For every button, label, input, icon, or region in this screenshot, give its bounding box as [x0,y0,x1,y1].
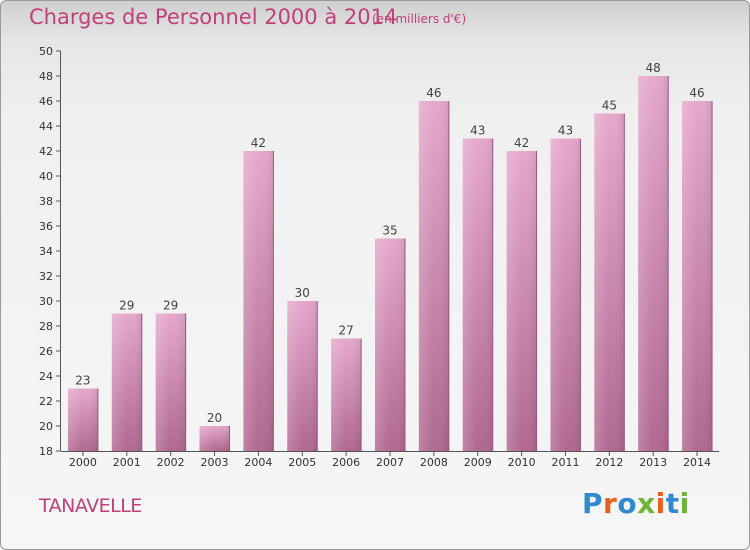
y-tick-label: 30 [39,295,53,308]
y-tick-label: 44 [39,120,53,133]
y-tick-label: 48 [39,70,53,83]
bar-shade [682,101,713,451]
bar-shade [506,151,537,451]
logo-letter: i [679,487,690,520]
data-label: 46 [689,86,704,100]
data-label: 35 [382,224,397,238]
y-tick-label: 38 [39,195,53,208]
data-label: 20 [207,411,222,425]
x-tick-label: 2002 [157,456,185,469]
y-tick-label: 34 [39,245,53,258]
bar-shade [155,313,186,451]
x-tick-label: 2001 [113,456,141,469]
x-tick-label: 2008 [420,456,448,469]
y-tick-label: 28 [39,320,53,333]
bar-shade [638,76,669,451]
y-tick-label: 18 [39,445,53,458]
bar-shade [67,388,98,451]
y-tick-label: 32 [39,270,53,283]
data-label: 42 [514,136,529,150]
data-label: 43 [470,124,485,138]
data-label: 46 [426,86,441,100]
logo-letter: x [637,487,656,520]
y-tick-label: 20 [39,420,53,433]
bars-group: 23 29 29 20 42 30 27 35 46 43 42 43 45 48 46 [67,61,713,451]
unit-note: (en milliers d'€) [372,12,467,26]
bar-shade [418,101,449,451]
bar-shade [287,301,318,451]
y-tick-label: 42 [39,145,53,158]
x-tick-label: 2006 [332,456,360,469]
chart-title: Charges de Personnel 2000 à 2014 [29,5,398,29]
logo-letter: t [665,487,680,520]
bar-shade [375,238,405,451]
y-tick-label: 46 [39,95,53,108]
y-tick-label: 26 [39,345,53,358]
x-tick-label: 2012 [595,456,623,469]
logo-letter: r [603,487,618,520]
bar-shade [243,151,274,451]
bar-shade [594,113,625,451]
data-label: 29 [119,299,134,313]
data-label: 23 [75,374,90,388]
logo-letter: i [655,487,666,520]
x-tick-label: 2000 [69,456,97,469]
data-label: 30 [295,286,310,300]
x-tick-label: 2009 [464,456,492,469]
data-label: 48 [646,61,661,75]
x-tick-label: 2013 [639,456,667,469]
x-tick-label: 2011 [551,456,579,469]
x-tick-label: 2007 [376,456,404,469]
y-tick-label: 40 [39,170,53,183]
commune-name: TANAVELLE [39,495,142,517]
data-label: 43 [558,124,573,138]
y-tick-label: 36 [39,220,53,233]
logo-letter: o [617,487,638,520]
logo-letter: P [582,487,604,520]
data-label: 27 [338,324,353,338]
y-tick-label: 24 [39,370,53,383]
x-tick-label: 2004 [244,456,272,469]
bar-shade [111,313,142,451]
x-tick-label: 2010 [508,456,536,469]
data-label: 29 [163,299,178,313]
bar-shade [331,338,362,451]
x-tick-label: 2005 [288,456,316,469]
bar-shade [550,138,581,451]
x-tick-label: 2014 [683,456,711,469]
bar-shade [199,426,230,451]
y-tick-label: 22 [39,395,53,408]
x-tick-label: 2003 [201,456,229,469]
data-label: 42 [251,136,266,150]
data-label: 45 [602,99,617,113]
axes-group: 2000 2001 2002 2003 2004 2005 2006 2007 2008 2009… [39,45,719,469]
proxiti-logo: Proxiti [582,487,690,520]
bar-shade [462,138,493,451]
y-tick-label: 50 [39,45,53,58]
